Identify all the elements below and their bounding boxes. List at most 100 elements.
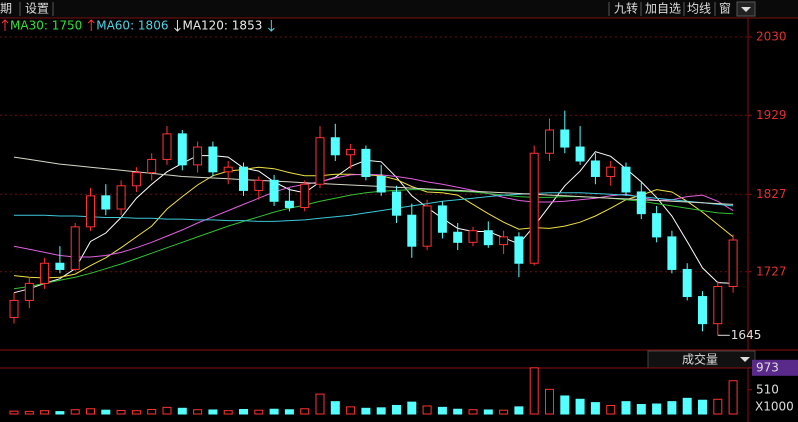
volume-tick-label: 973 <box>756 360 779 374</box>
volume-bar <box>86 408 95 415</box>
candle-body <box>70 226 80 270</box>
volume-bar <box>239 408 248 415</box>
ma-line <box>13 156 734 205</box>
legend-entry: MA120: 1853 <box>182 19 262 33</box>
menu-icon <box>741 7 751 12</box>
volume-bar <box>514 406 524 415</box>
candle-body <box>24 282 34 301</box>
volume-bar <box>545 388 554 415</box>
candle-body <box>468 230 478 243</box>
window-button[interactable]: 窗 <box>719 2 731 16</box>
indicator-label: 成交量 <box>682 352 718 367</box>
candle-body <box>223 166 233 173</box>
candle-body <box>101 195 111 210</box>
volume-tick-label: 510 <box>756 382 779 396</box>
candle-body <box>682 268 692 298</box>
volume-bar <box>330 401 340 415</box>
candle-body <box>590 160 600 177</box>
volume-bar <box>24 410 34 415</box>
candle-body <box>407 214 417 247</box>
settings-button[interactable]: 设置 <box>25 2 49 16</box>
candle-body <box>667 236 677 270</box>
candle-body <box>437 205 447 233</box>
candle-body <box>636 191 646 215</box>
volume-bar <box>269 408 279 415</box>
candle-body <box>560 129 570 148</box>
add-watchlist-button[interactable]: 加自选 <box>645 2 681 16</box>
candle-body <box>453 231 463 243</box>
candle-body <box>9 299 19 318</box>
candle-body <box>208 146 218 173</box>
toolbar <box>0 0 798 18</box>
candle-body <box>193 146 203 166</box>
candle-body <box>147 158 157 174</box>
candle-body <box>116 185 126 210</box>
volume-bar <box>131 410 141 415</box>
volume-bar <box>468 409 478 415</box>
volume-bar <box>376 407 386 415</box>
volume-bar <box>300 408 310 415</box>
candle-body <box>284 200 294 208</box>
volume-bar <box>284 409 294 415</box>
candle-body <box>315 137 325 185</box>
candle-body <box>529 152 539 264</box>
candle-body <box>499 236 509 246</box>
volume-bar <box>499 409 509 415</box>
y-tick-label: 1929 <box>756 108 787 122</box>
volume-bar <box>453 408 463 415</box>
volume-bar <box>147 408 157 415</box>
candle-body <box>514 236 524 264</box>
volume-bar <box>162 406 172 415</box>
volume-bar <box>713 398 723 415</box>
volume-bar <box>40 410 50 415</box>
ma-line <box>14 192 734 222</box>
volume-bar <box>361 407 371 415</box>
volume-bar <box>315 393 325 415</box>
y-tick-label: 2030 <box>756 30 787 44</box>
volume-bar <box>437 406 447 415</box>
volume-bar <box>560 395 570 415</box>
volume-bar <box>575 398 585 415</box>
volume-bar <box>392 404 401 415</box>
period-button[interactable]: 期 <box>0 2 12 16</box>
candle-body <box>545 129 554 154</box>
volume-bar <box>682 397 692 415</box>
volume-bar <box>254 409 264 415</box>
candle-body <box>652 213 662 238</box>
volume-bar <box>70 409 80 415</box>
candle-body <box>40 262 50 284</box>
annotation-label: 1645 <box>731 328 762 342</box>
legend-arrow <box>267 20 275 32</box>
candle-body <box>728 239 738 287</box>
legend-entry: MA30: 1750 <box>10 19 82 33</box>
candle-body <box>177 133 187 166</box>
volume-bar <box>116 409 126 415</box>
volume-bar <box>667 401 677 415</box>
jiuzhuan-button[interactable]: 九转 <box>614 1 638 16</box>
dropdown-icon <box>740 357 750 362</box>
candle-body <box>269 179 279 202</box>
candle-body <box>713 285 723 325</box>
ma-button[interactable]: 均线 <box>687 2 711 16</box>
candle-body <box>606 166 616 177</box>
candle-body <box>330 137 340 156</box>
volume-bar <box>55 411 65 415</box>
candle-body <box>300 183 310 208</box>
candle-body <box>422 205 432 247</box>
y-tick-label: 1727 <box>756 264 787 278</box>
volume-bar <box>636 404 646 415</box>
y-tick-label: 1827 <box>756 187 787 201</box>
candle-body <box>376 175 386 193</box>
volume-bar <box>177 407 187 415</box>
volume-unit: X1000 <box>755 400 794 414</box>
volume-bar <box>422 405 432 415</box>
volume-bar <box>483 409 493 415</box>
volume-bar <box>193 409 203 415</box>
volume-bar <box>9 410 19 415</box>
volume-bar <box>621 401 631 415</box>
legend-arrow <box>174 20 181 32</box>
legend-entry: MA60: 1806 <box>96 19 168 33</box>
candle-body <box>361 148 371 177</box>
candle-body <box>483 230 493 246</box>
